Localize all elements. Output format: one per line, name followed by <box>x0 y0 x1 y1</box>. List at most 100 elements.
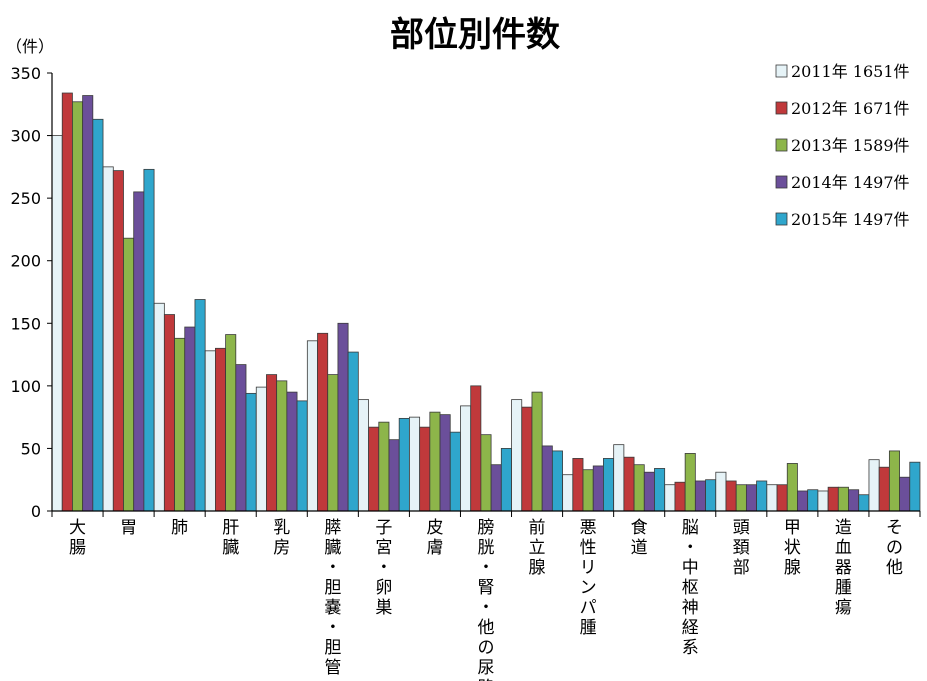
category-label: 脳・中枢神経系 <box>682 518 699 658</box>
bar <box>235 364 247 512</box>
bar <box>449 431 461 512</box>
legend-swatch <box>775 175 788 189</box>
category-label: 肝臓 <box>222 518 239 558</box>
bar <box>756 480 768 512</box>
bar <box>276 380 288 512</box>
bar <box>848 489 860 512</box>
bar <box>643 471 655 512</box>
bar <box>745 484 757 512</box>
bar <box>694 480 706 512</box>
y-tick-label: 250 <box>10 189 41 208</box>
category-label: 子宮・卵巣 <box>375 518 392 618</box>
bar <box>194 299 206 512</box>
legend: 2011年 1651件 2012年 1671件 2013年 1589件 2014年 1… <box>775 62 910 229</box>
legend-label: 2015年 1497件 <box>791 210 910 229</box>
bar <box>398 417 410 512</box>
bar <box>439 414 451 512</box>
legend-label: 2013年 1589件 <box>791 136 910 155</box>
bar <box>654 468 666 512</box>
category-label: 膵臓・胆嚢・胆管 <box>324 518 341 678</box>
bar <box>470 385 482 512</box>
bar <box>317 332 329 512</box>
bar <box>633 464 645 512</box>
category-label: 大腸 <box>69 518 86 558</box>
bar <box>735 484 747 512</box>
legend-swatch <box>775 138 788 152</box>
y-tick-label: 300 <box>10 127 41 146</box>
bar <box>837 486 849 512</box>
bar <box>357 399 369 512</box>
legend-swatch <box>775 212 788 226</box>
y-axis-ticks: 0 50 100 150 200 250 300 350 <box>10 64 52 521</box>
bar <box>868 459 880 512</box>
bar <box>204 350 216 512</box>
y-tick-label: 200 <box>10 252 41 271</box>
bar <box>572 458 584 512</box>
y-axis-unit-label: （件） <box>6 37 54 56</box>
category-label: 皮膚 <box>426 518 443 558</box>
bar-series-group <box>51 92 921 512</box>
legend-label: 2012年 1671件 <box>791 99 910 118</box>
bar <box>225 334 237 512</box>
bar <box>143 168 155 512</box>
bar <box>807 489 819 512</box>
bar <box>92 118 104 512</box>
category-label: 悪性リンパ腫 <box>580 518 597 638</box>
bar <box>184 326 196 512</box>
bar <box>511 399 523 512</box>
category-label: 甲状腺 <box>784 518 801 578</box>
bar <box>306 340 318 512</box>
y-tick-label: 150 <box>10 314 41 333</box>
bar <box>674 481 686 512</box>
bar <box>480 434 492 512</box>
bar <box>817 490 829 512</box>
bar <box>521 406 533 512</box>
bar <box>368 426 380 512</box>
bar <box>592 465 604 512</box>
bar <box>72 101 84 512</box>
bar <box>664 484 676 512</box>
category-label: 肺 <box>171 518 188 538</box>
bar <box>102 166 114 512</box>
category-label: 乳房 <box>273 518 290 558</box>
bar <box>888 450 900 512</box>
bar <box>123 237 135 512</box>
bar <box>296 400 308 512</box>
bar <box>337 322 349 512</box>
bar <box>327 374 339 512</box>
category-label: その他 <box>886 518 903 578</box>
bar <box>153 302 165 512</box>
chart-title: 部位別件数 <box>390 15 560 55</box>
bar <box>827 486 839 512</box>
category-label: 膀胱・腎・他の尿路 <box>478 518 495 681</box>
bar <box>582 469 594 512</box>
category-label: 食道 <box>631 518 648 558</box>
bar <box>460 405 472 512</box>
bar <box>909 461 921 512</box>
bar <box>776 484 788 512</box>
bar <box>266 374 278 512</box>
category-label: 頭頚部 <box>733 518 750 578</box>
category-label: 前立腺 <box>529 518 546 578</box>
y-tick-label: 50 <box>21 439 41 458</box>
bar <box>500 448 512 512</box>
bar <box>623 456 635 512</box>
bar <box>541 445 553 512</box>
category-label: 造血器腫瘍 <box>835 518 852 618</box>
bar <box>133 191 145 512</box>
bar <box>766 484 778 512</box>
bar <box>378 421 390 512</box>
bar <box>797 490 809 512</box>
bar <box>255 386 267 512</box>
bar <box>112 170 124 512</box>
bar <box>878 466 890 512</box>
category-label: 胃 <box>120 518 137 538</box>
bar <box>490 464 502 512</box>
bar <box>551 450 563 512</box>
bar <box>786 463 798 512</box>
y-tick-label: 100 <box>10 377 41 396</box>
legend-swatch <box>775 64 788 78</box>
bar <box>684 453 696 512</box>
bar <box>562 474 574 512</box>
